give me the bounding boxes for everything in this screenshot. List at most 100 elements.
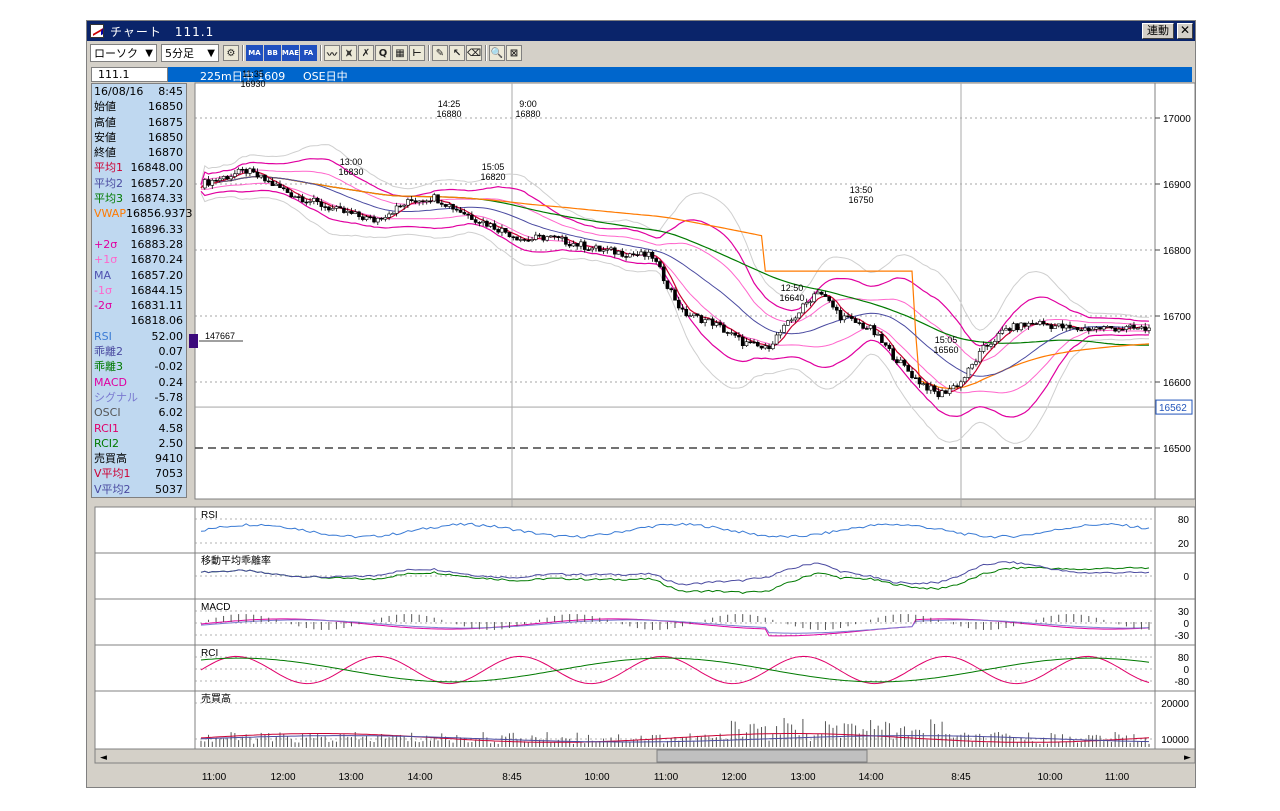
candle — [865, 325, 869, 330]
candle — [507, 232, 512, 238]
candle — [1015, 323, 1020, 333]
fib-tool-icon[interactable]: ⩙ — [341, 45, 357, 61]
candle — [763, 342, 768, 350]
candle — [248, 167, 252, 177]
interval-dropdown[interactable]: 5分足 ▼ — [161, 44, 219, 62]
candle — [1124, 325, 1129, 333]
delete-icon[interactable]: ⊠ — [506, 45, 522, 61]
data-row: 安値 16850 — [92, 130, 186, 145]
candle-body — [304, 201, 309, 204]
candle — [733, 332, 737, 338]
annotation-price: 16750 — [848, 195, 873, 205]
candle — [567, 241, 572, 249]
rsi-line — [200, 522, 1150, 539]
candle-body — [944, 390, 948, 394]
candle-body — [707, 318, 711, 321]
chart-type-dropdown[interactable]: ローソク ▼ — [90, 44, 157, 62]
link-button[interactable]: 連動 — [1142, 23, 1174, 39]
eraser-icon[interactable]: ⌫ — [466, 45, 482, 61]
search-icon[interactable]: 🔍 — [489, 45, 505, 61]
data-row-label: RSI — [94, 329, 112, 343]
data-row: 平均3 16874.33 — [92, 191, 186, 206]
candle-body — [458, 209, 463, 213]
candle — [665, 280, 670, 290]
vwap-line — [200, 176, 1150, 389]
candle — [436, 194, 440, 204]
bb2-upper-line — [200, 158, 1150, 347]
close-x-icon[interactable]: ✕ — [1177, 23, 1193, 39]
data-row: RCI2 2.50 — [92, 436, 186, 451]
candle-body — [323, 206, 327, 208]
candle — [503, 228, 508, 235]
grid-icon[interactable]: ▦ — [392, 45, 408, 61]
candle-body — [974, 361, 978, 365]
candle-body — [767, 345, 771, 350]
candle — [816, 288, 820, 295]
trend-tool-icon[interactable]: ✗ — [358, 45, 374, 61]
data-row-label: MA — [94, 268, 112, 282]
candle-body — [530, 239, 534, 241]
candle — [421, 199, 425, 206]
candle-body — [1117, 328, 1121, 332]
data-row-label: 平均3 — [94, 192, 123, 206]
candle — [639, 248, 643, 256]
data-row: +2σ 16883.28 — [92, 237, 186, 252]
candle-body — [1120, 328, 1125, 331]
candle-body — [266, 180, 271, 183]
candle — [801, 302, 805, 314]
candle-body — [613, 247, 617, 255]
chevron-down-icon: ▼ — [145, 47, 153, 59]
candle-body — [1064, 324, 1069, 329]
pen-icon[interactable]: ✎ — [432, 45, 448, 61]
candle — [376, 217, 380, 226]
candle-body — [1004, 328, 1008, 331]
zoom-icon[interactable]: Q — [375, 45, 391, 61]
candle-body — [947, 388, 952, 394]
annotation-price: 16560 — [933, 345, 958, 355]
candle-body — [981, 344, 986, 352]
price-tick-label: 16600 — [1163, 378, 1191, 389]
candle-body — [368, 216, 373, 219]
candle-body — [376, 217, 380, 223]
ma-button[interactable]: MA — [246, 45, 263, 61]
candle-body — [861, 322, 865, 329]
data-row-label: シグナル — [94, 390, 138, 404]
chart-app-icon — [90, 24, 104, 38]
cursor-tool-icon[interactable]: ⊢ — [409, 45, 425, 61]
subpanel-left — [94, 506, 196, 554]
annotation-time: 9:00 — [519, 99, 537, 109]
candle — [688, 312, 692, 318]
mae-button[interactable]: MAE — [282, 45, 299, 61]
candle — [319, 198, 324, 211]
bb-button[interactable]: BB — [264, 45, 281, 61]
line-tool-icon[interactable]: 〰 — [324, 45, 340, 61]
candle — [255, 168, 260, 179]
candle — [259, 174, 263, 179]
candle-body — [579, 241, 583, 247]
candle — [646, 249, 651, 260]
x-tick-label: 8:45 — [502, 772, 522, 783]
candle — [364, 214, 369, 222]
price-tick-label: 16800 — [1163, 246, 1191, 257]
data-row: -2σ 16831.11 — [92, 298, 186, 313]
candle-body — [308, 201, 312, 203]
chart-setting-icon[interactable]: ⚙ — [223, 45, 239, 61]
fa-button[interactable]: FA — [300, 45, 317, 61]
candle-body — [624, 256, 628, 258]
candle-body — [808, 301, 813, 304]
chart-area[interactable]: 17000 16900 16800 16700 16600 16500 16562 11:35… — [87, 21, 1197, 789]
candle-body — [1045, 323, 1050, 326]
symbol-field[interactable]: 111.1 — [91, 67, 168, 82]
candle — [1053, 323, 1057, 329]
x-tick-label: 11:00 — [202, 772, 227, 783]
candle — [263, 174, 267, 184]
candle — [778, 329, 783, 339]
subpanel-tick-label: 0 — [1183, 619, 1189, 630]
subpanel-tick-label: 0 — [1183, 665, 1189, 676]
candle-body — [872, 325, 877, 336]
candle-body — [1139, 326, 1144, 329]
candle — [1098, 327, 1102, 331]
candle — [560, 234, 564, 242]
data-row: 乖離3 -0.02 — [92, 359, 186, 374]
pointer-icon[interactable]: ↖ — [449, 45, 465, 61]
